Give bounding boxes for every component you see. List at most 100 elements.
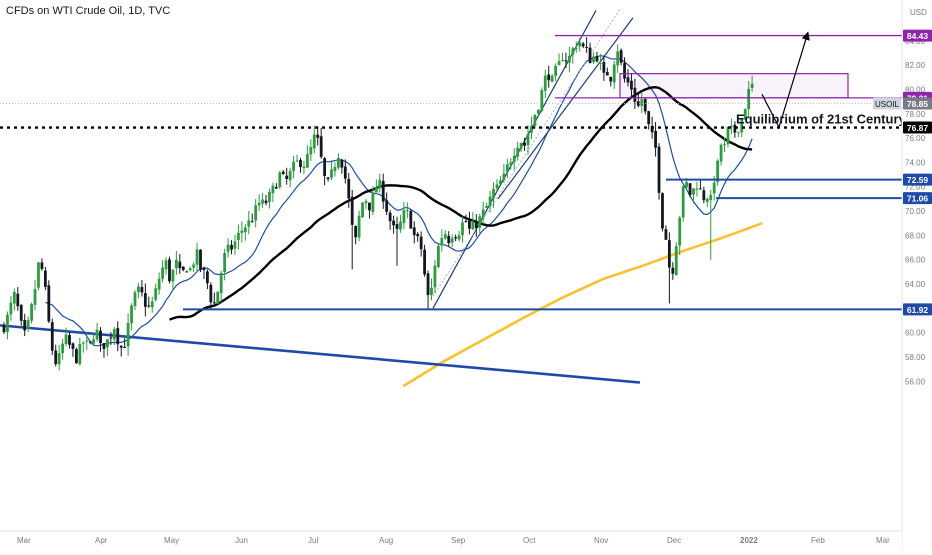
candle-body	[657, 146, 661, 193]
y-tick-label: 72.00	[905, 183, 926, 192]
candle-body	[692, 188, 695, 195]
candle-body	[695, 188, 699, 190]
candle-body	[550, 75, 554, 82]
candle-body	[557, 61, 561, 66]
candle-body	[257, 202, 261, 206]
candle-body	[361, 202, 364, 218]
candle-body	[730, 125, 733, 127]
candle-body	[402, 210, 406, 223]
candle-body	[95, 329, 99, 340]
candle-body	[350, 196, 354, 225]
x-tick-label: Mar	[17, 536, 31, 545]
candle-body	[364, 200, 368, 204]
candle-body	[592, 56, 595, 62]
candle-body	[150, 301, 154, 308]
candle-body	[74, 349, 78, 364]
candle-body	[578, 42, 582, 47]
candle-body	[216, 291, 220, 304]
candle-body	[626, 77, 630, 83]
candle-body	[161, 267, 164, 279]
candle-body	[6, 314, 9, 332]
candle-body	[247, 220, 251, 227]
candle-body	[30, 304, 33, 321]
candle-body	[302, 166, 306, 169]
y-tick-label: 76.00	[905, 134, 926, 143]
candle-body	[61, 343, 65, 354]
candle-body	[185, 271, 189, 273]
candle-body	[678, 217, 682, 246]
candle-body	[316, 134, 320, 138]
moving-average-mid	[169, 85, 753, 321]
candle-body	[426, 273, 430, 296]
candle-body	[154, 288, 158, 300]
equilibrium-annotation: Equilibrium of 21st Century	[736, 111, 907, 126]
candle-body	[195, 249, 199, 265]
price-axis	[902, 0, 932, 550]
candle-body	[43, 270, 47, 287]
candle-body	[374, 187, 378, 193]
candle-body	[212, 302, 216, 304]
candle-body	[723, 144, 726, 146]
candle-body	[616, 51, 620, 66]
candle-body	[137, 286, 140, 293]
y-tick-label: 80.00	[905, 85, 926, 94]
x-tick-label: Dec	[667, 536, 681, 545]
candle-body	[19, 305, 23, 321]
candle-body	[561, 59, 564, 61]
candle-body	[50, 322, 54, 351]
y-tick-label: 64.00	[905, 280, 926, 289]
candle-body	[168, 259, 171, 282]
candle-body	[288, 171, 292, 181]
candle-body	[88, 341, 92, 343]
price-label-badge	[903, 303, 932, 316]
price-label-text: 76.87	[907, 123, 929, 133]
candle-body	[81, 342, 85, 344]
candle-body	[533, 114, 537, 126]
candle-body	[54, 350, 58, 365]
candle-body	[157, 278, 161, 290]
candle-body	[485, 205, 489, 208]
candle-body	[650, 125, 654, 133]
candle-body	[354, 226, 358, 238]
candle-body	[412, 227, 416, 236]
channel-upper-line	[497, 17, 634, 200]
price-label-text: 71.06	[907, 194, 929, 204]
x-tick-label: Sep	[451, 536, 466, 545]
candle-body	[47, 285, 51, 322]
candle-body	[9, 302, 13, 315]
candle-body	[102, 343, 106, 349]
candle-body	[543, 75, 547, 91]
candle-body	[733, 124, 737, 133]
candle-body	[512, 155, 516, 163]
candle-body	[285, 175, 289, 179]
x-tick-label: Aug	[379, 536, 393, 545]
price-label-text: 61.92	[907, 305, 929, 315]
candle-body	[495, 184, 499, 189]
candle-body	[116, 328, 120, 345]
x-tick-label: Mar	[876, 536, 890, 545]
candle-body	[343, 166, 347, 179]
candle-body	[109, 337, 113, 339]
candle-body	[33, 289, 37, 305]
candle-body	[571, 48, 575, 55]
price-label-text: 78.85	[907, 99, 929, 109]
candle-body	[12, 292, 16, 304]
candle-body	[233, 241, 237, 249]
candle-body	[671, 267, 675, 274]
candle-body	[509, 162, 513, 166]
y-tick-label: 74.00	[905, 158, 926, 167]
candle-body	[71, 343, 75, 349]
candle-body	[554, 65, 557, 76]
candle-body	[588, 47, 592, 64]
candle-body	[574, 48, 578, 50]
candle-body	[250, 221, 254, 223]
candle-body	[605, 72, 609, 76]
candle-body	[661, 193, 664, 229]
candle-body	[326, 177, 330, 180]
candle-body	[516, 147, 520, 157]
candle-body	[295, 160, 299, 162]
y-tick-label: 60.00	[905, 329, 926, 338]
candle-body	[57, 353, 61, 365]
candle-body	[447, 235, 451, 244]
candle-body	[85, 340, 89, 342]
